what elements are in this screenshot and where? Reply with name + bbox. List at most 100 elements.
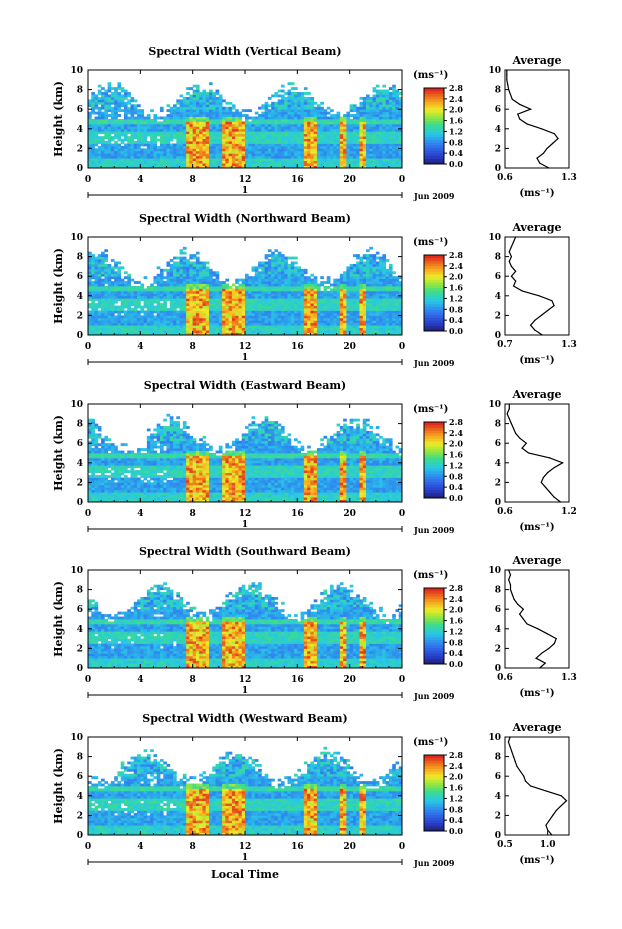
heatmap-cell (189, 273, 194, 277)
heatmap-cell (264, 148, 269, 152)
heatmap-cell (110, 271, 115, 275)
heatmap-cell (356, 293, 360, 297)
heatmap-cell (290, 310, 295, 314)
heatmap-cell (195, 148, 200, 152)
heatmap-cell (133, 121, 138, 125)
heatmap-cell (336, 121, 341, 125)
heatmap-cell (280, 150, 285, 154)
heatmap-cell (346, 266, 351, 270)
heatmap-cell (176, 121, 180, 125)
heatmap-cell (392, 141, 396, 144)
heatmap-cell (274, 116, 279, 120)
heatmap-cell (205, 312, 210, 316)
heatmap-cell (146, 293, 151, 297)
heatmap-cell (333, 332, 337, 336)
heatmap-cell (356, 150, 360, 154)
heatmap-cell (143, 327, 148, 331)
heatmap-cell (123, 322, 128, 326)
heatmap-cell (310, 128, 315, 132)
heatmap-cell (137, 312, 141, 316)
heatmap-cell (326, 119, 331, 122)
heatmap-cell (88, 99, 92, 103)
heatmap-cell (209, 281, 213, 284)
heatmap-cell (231, 106, 236, 110)
heatmap-cell (101, 121, 105, 125)
heatmap-cell (287, 89, 292, 93)
heatmap-cell (366, 101, 370, 105)
heatmap-cell (385, 133, 390, 137)
heatmap-cell (241, 330, 246, 333)
profile-point (548, 167, 550, 169)
heatmap-cell (153, 153, 158, 157)
heatmap-cell (222, 138, 226, 142)
heatmap-cell (209, 283, 213, 287)
heatmap-cell (107, 128, 112, 132)
heatmap-cell (248, 128, 252, 132)
heatmap-cell (254, 128, 259, 132)
heatmap-cell (205, 283, 210, 287)
heatmap-cell (182, 131, 187, 135)
heatmap-cell (277, 138, 282, 142)
heatmap-cell (173, 121, 177, 125)
heatmap-cell (209, 286, 213, 289)
x-tick-label: 8 (190, 175, 196, 185)
heatmap-cell (271, 315, 275, 319)
heatmap-cell (163, 320, 167, 324)
heatmap-cell (117, 92, 122, 95)
heatmap-cell (264, 143, 269, 147)
heatmap-cell (133, 308, 138, 311)
heatmap-cell (179, 116, 184, 120)
heatmap-cell (330, 138, 334, 142)
heatmap-cell (163, 317, 167, 321)
heatmap-cell (326, 290, 331, 294)
heatmap-cell (290, 322, 295, 326)
heatmap-cell (267, 136, 272, 139)
heatmap-cell (101, 148, 105, 152)
heatmap-cell (97, 320, 102, 324)
heatmap-cell (140, 163, 144, 166)
heatmap-cell (192, 276, 197, 280)
heatmap-cell (212, 298, 216, 302)
heatmap-cell (280, 141, 285, 144)
heatmap-cell (173, 332, 177, 336)
heatmap-cell (333, 283, 337, 287)
heatmap-cell (388, 128, 393, 132)
heatmap-cell (205, 136, 210, 139)
heatmap-cell (372, 101, 377, 105)
heatmap-cell (104, 158, 109, 162)
heatmap-cell (352, 141, 357, 144)
heatmap-cell (254, 290, 259, 294)
heatmap-cell (310, 104, 315, 108)
heatmap-cell (218, 94, 223, 98)
heatmap-cell (222, 141, 226, 144)
heatmap-cell (349, 327, 354, 331)
heatmap-cell (143, 138, 148, 142)
heatmap-cell (303, 165, 308, 169)
heatmap-cell (225, 165, 230, 169)
heatmap-cell (280, 136, 285, 139)
heatmap-cell (199, 312, 203, 316)
heatmap-cell (303, 96, 308, 100)
heatmap-cell (254, 286, 259, 289)
heatmap-cell (290, 295, 295, 299)
heatmap-cell (199, 114, 203, 117)
heatmap-cell (97, 263, 102, 267)
heatmap-cell (258, 332, 262, 336)
heatmap-cell (307, 131, 311, 135)
heatmap-cell (130, 290, 135, 294)
heatmap-cell (280, 158, 285, 162)
heatmap-cell (231, 293, 236, 297)
heatmap-cell (375, 145, 380, 149)
heatmap-cell (218, 104, 223, 108)
heatmap-cell (153, 160, 158, 164)
heatmap-cell (307, 288, 311, 292)
heatmap-cell (343, 300, 347, 304)
heatmap-cell (156, 325, 161, 329)
heatmap-cell (316, 106, 321, 110)
heatmap-cell (169, 126, 174, 130)
heatmap-cell (104, 312, 109, 316)
heatmap-cell (343, 327, 347, 331)
heatmap-cell (199, 165, 203, 169)
heatmap-cell (280, 327, 285, 331)
heatmap-cell (189, 136, 194, 139)
